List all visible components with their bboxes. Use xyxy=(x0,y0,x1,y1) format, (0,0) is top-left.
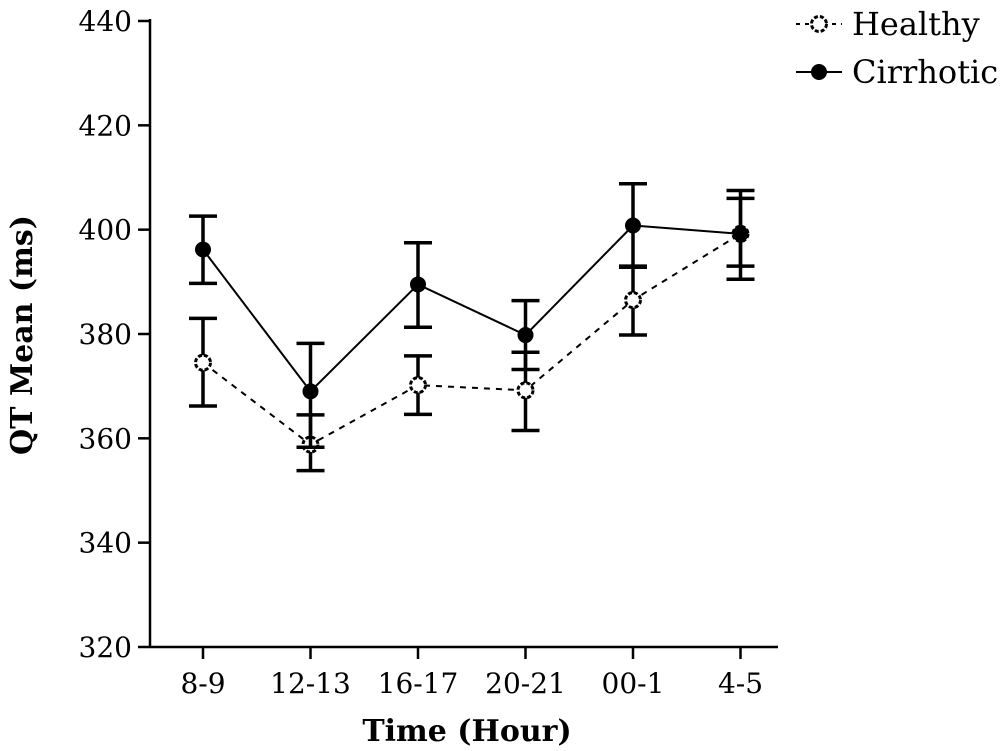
y-axis-title: QT Mean (ms) xyxy=(5,215,40,455)
data-point xyxy=(624,291,642,310)
x-tick-label: 20-21 xyxy=(485,667,566,700)
series-layer xyxy=(189,182,755,473)
y-tick-label: 420 xyxy=(79,109,132,142)
x-tick-label: 8-9 xyxy=(180,667,225,700)
data-point xyxy=(516,381,535,400)
y-tick-label: 360 xyxy=(79,422,132,455)
data-point xyxy=(732,225,749,242)
legend-item-healthy: Healthy xyxy=(796,5,980,43)
x-axis-title: Time (Hour) xyxy=(362,714,571,749)
legend: Healthy Cirrhotic xyxy=(796,5,998,91)
data-point xyxy=(625,217,641,234)
data-point xyxy=(302,383,319,400)
legend-label: Cirrhotic xyxy=(852,53,998,91)
x-tick-label: 12-13 xyxy=(270,667,351,700)
data-point xyxy=(409,376,427,395)
x-tick-label: 16-17 xyxy=(378,667,459,700)
y-tick-label: 380 xyxy=(79,318,132,351)
legend-item-cirrhotic: Cirrhotic xyxy=(796,53,998,91)
series-line xyxy=(202,224,741,393)
y-tick-label: 400 xyxy=(79,214,132,247)
legend-label: Healthy xyxy=(852,5,980,43)
series-cirrhotic xyxy=(189,182,755,449)
y-tick-label: 440 xyxy=(79,5,132,38)
data-point xyxy=(517,327,534,344)
data-point xyxy=(194,353,212,372)
x-tick-label: 00-1 xyxy=(602,667,665,700)
series-healthy xyxy=(189,196,755,473)
data-point xyxy=(410,276,426,293)
y-tick-label: 340 xyxy=(79,527,132,560)
axes: 320 340 360 380 400 420 440 8-9 12-13 16-17 20-21 0… xyxy=(79,5,778,700)
series-line xyxy=(202,232,742,446)
x-tick-label: 4-5 xyxy=(718,667,763,700)
legend-marker xyxy=(811,64,827,80)
data-point xyxy=(195,241,211,258)
y-tick-label: 320 xyxy=(79,631,132,664)
legend-marker xyxy=(810,15,828,33)
